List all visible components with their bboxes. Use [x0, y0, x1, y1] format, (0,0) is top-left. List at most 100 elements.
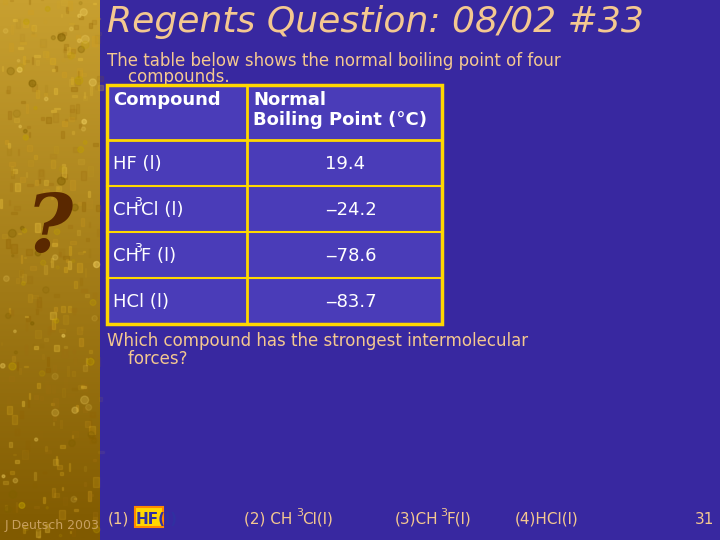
Bar [53, 113, 58, 123]
Circle shape [45, 6, 50, 11]
Circle shape [35, 438, 37, 441]
Bar [73, 509, 78, 510]
Circle shape [9, 230, 17, 237]
Bar [85, 294, 89, 297]
Bar [83, 407, 87, 411]
Circle shape [24, 19, 29, 24]
Circle shape [17, 64, 24, 71]
Circle shape [94, 261, 99, 267]
Bar [2, 234, 7, 238]
Text: ‒83.7: ‒83.7 [325, 293, 377, 311]
Circle shape [78, 46, 84, 52]
Bar [36, 529, 40, 537]
Bar [13, 508, 17, 512]
Bar [63, 121, 67, 126]
Text: 19.4: 19.4 [325, 155, 366, 173]
Circle shape [14, 330, 17, 333]
Bar [78, 384, 84, 389]
Text: Regents Question: 08/02 #33: Regents Question: 08/02 #33 [107, 5, 644, 39]
Bar [10, 183, 12, 191]
Bar [28, 399, 29, 407]
Bar [94, 143, 99, 146]
Bar [34, 505, 39, 508]
Bar [44, 180, 48, 185]
Bar [72, 388, 76, 390]
Bar [63, 347, 67, 348]
Bar [55, 456, 58, 464]
Bar [88, 358, 93, 364]
Circle shape [40, 260, 45, 265]
Bar [37, 382, 40, 388]
Bar [89, 349, 92, 353]
Circle shape [17, 59, 19, 62]
Bar [26, 248, 32, 255]
Bar [67, 46, 71, 54]
Bar [96, 82, 99, 89]
Bar [78, 202, 81, 205]
Circle shape [86, 404, 91, 410]
Circle shape [40, 371, 45, 376]
Circle shape [31, 322, 34, 325]
Bar [8, 143, 10, 147]
Bar [43, 497, 45, 503]
Bar [59, 510, 65, 518]
Bar [63, 315, 68, 324]
Circle shape [87, 359, 94, 365]
Bar [62, 487, 63, 490]
Circle shape [19, 125, 22, 128]
Text: Compound: Compound [113, 91, 221, 109]
Bar [9, 162, 14, 166]
Bar [20, 34, 24, 42]
Bar [70, 109, 76, 119]
Bar [41, 117, 44, 120]
Text: F (l): F (l) [141, 247, 176, 265]
Bar [73, 370, 74, 376]
Circle shape [58, 177, 66, 185]
Bar [39, 168, 43, 176]
Bar [79, 339, 83, 346]
Bar [79, 70, 81, 77]
Bar [61, 0, 67, 5]
Bar [23, 22, 27, 28]
Circle shape [22, 228, 27, 233]
Bar [54, 88, 57, 94]
Bar [14, 206, 20, 210]
Bar [68, 225, 72, 228]
Circle shape [68, 52, 74, 59]
Bar [63, 49, 67, 52]
Circle shape [9, 490, 17, 498]
Bar [43, 189, 49, 192]
Circle shape [82, 119, 86, 124]
Bar [135, 507, 163, 527]
Bar [36, 90, 39, 98]
Circle shape [80, 9, 87, 16]
Bar [53, 415, 55, 420]
Text: (4)HCl(l): (4)HCl(l) [514, 512, 578, 527]
Bar [27, 145, 32, 151]
Bar [37, 297, 40, 307]
Bar [68, 117, 73, 120]
Bar [52, 69, 55, 71]
Bar [20, 42, 26, 44]
Bar [55, 146, 58, 153]
Bar [72, 528, 76, 536]
Bar [53, 459, 58, 465]
Circle shape [81, 36, 89, 43]
Bar [98, 32, 102, 35]
Bar [94, 316, 98, 320]
Bar [81, 171, 86, 179]
Bar [29, 160, 33, 166]
Bar [45, 446, 47, 450]
Bar [3, 0, 7, 4]
Bar [68, 79, 74, 86]
Bar [31, 34, 36, 36]
Circle shape [13, 110, 20, 117]
Bar [28, 10, 33, 14]
Circle shape [22, 281, 25, 285]
Text: HF(l): HF(l) [135, 512, 177, 527]
Bar [57, 465, 62, 469]
Bar [98, 451, 104, 453]
Bar [20, 269, 23, 275]
Text: The table below shows the normal boiling point of four: The table below shows the normal boiling… [107, 52, 561, 70]
Bar [96, 18, 100, 19]
